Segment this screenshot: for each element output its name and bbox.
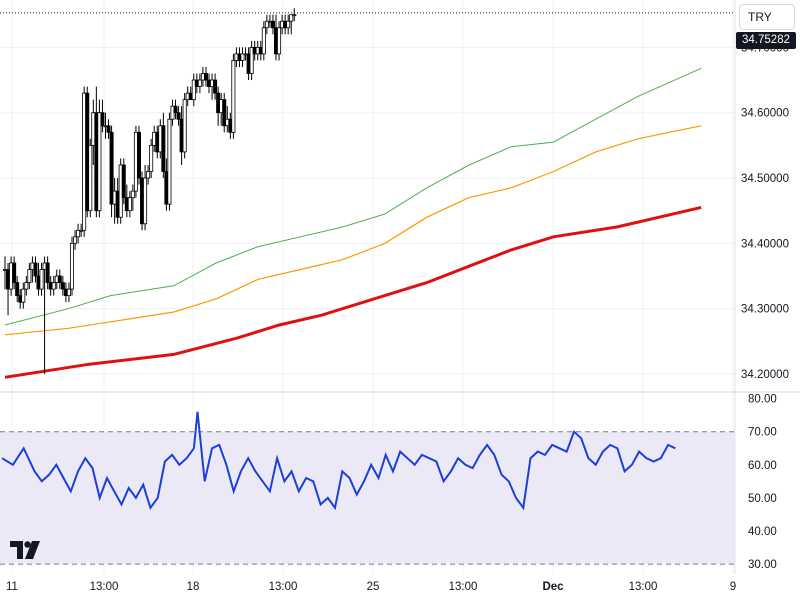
candle-body xyxy=(176,112,181,120)
last-price-value: 34.75282 xyxy=(742,34,790,46)
candle-body xyxy=(109,131,114,205)
candle-body xyxy=(21,288,26,303)
candle-body xyxy=(79,229,84,232)
rsi-line xyxy=(1,411,676,511)
candle-body xyxy=(88,144,93,212)
currency-label: TRY xyxy=(748,10,772,24)
rsi-band xyxy=(0,431,735,565)
candle-body xyxy=(39,269,44,290)
candle-body xyxy=(240,53,245,61)
candle-body xyxy=(191,79,196,101)
candle-body xyxy=(249,46,254,74)
candle-body xyxy=(66,288,71,297)
moving-average-line xyxy=(4,205,702,379)
moving-average-line xyxy=(4,67,702,326)
candle-body xyxy=(197,79,202,87)
price-tick-label: 34.20000 xyxy=(741,369,789,381)
time-axis: 11 13:00 18 13:00 25 13:00 Dec 13:00 9 xyxy=(6,581,736,593)
currency-selector[interactable]: TRY xyxy=(739,4,795,30)
price-tick-label: 34.30000 xyxy=(741,304,789,316)
candle-body xyxy=(100,112,105,127)
candle-body xyxy=(270,20,275,29)
time-tick-label: 13:00 xyxy=(449,581,478,593)
time-tick-label: Dec xyxy=(542,581,564,593)
candle-body xyxy=(231,60,236,133)
candle-body xyxy=(136,131,141,179)
candle-body xyxy=(27,269,32,283)
candle-body xyxy=(289,14,294,22)
candle-body xyxy=(127,197,132,212)
candle-body xyxy=(173,105,178,114)
candle-body xyxy=(146,171,151,179)
candle-body xyxy=(261,27,266,55)
price-tick-label: 34.60000 xyxy=(741,108,789,120)
candle-body xyxy=(203,73,208,81)
candle-body xyxy=(167,118,172,205)
candle-body xyxy=(69,242,74,290)
price-tick-label: 34.50000 xyxy=(741,173,789,185)
candles xyxy=(3,8,297,375)
candle-body xyxy=(12,262,17,283)
rsi-tick-label: 40.00 xyxy=(748,526,777,538)
rsi-tick-label: 80.00 xyxy=(748,394,777,406)
candle-body xyxy=(51,282,56,290)
candle-body xyxy=(57,275,62,283)
candle-body xyxy=(213,79,218,94)
candle-body xyxy=(121,164,126,199)
candle-body xyxy=(277,27,282,55)
tradingview-logo-icon xyxy=(10,541,40,559)
candle-body xyxy=(45,262,50,283)
candle-body xyxy=(33,262,38,277)
candle-body xyxy=(97,112,102,212)
candle-body xyxy=(106,125,111,133)
rsi-tick-label: 60.00 xyxy=(748,460,777,472)
candle-body xyxy=(15,282,20,297)
candle-body xyxy=(286,20,291,29)
candle-body xyxy=(161,125,166,172)
moving-average-line xyxy=(4,125,702,336)
time-tick-label: 13:00 xyxy=(90,581,119,593)
rsi-axis: 80.00 70.00 60.00 50.00 40.00 30.00 xyxy=(748,394,777,571)
price-tick-label: 34.40000 xyxy=(741,238,789,250)
candle-body xyxy=(149,144,154,172)
time-tick-label: 13:00 xyxy=(629,581,658,593)
candle-body xyxy=(143,177,148,225)
rsi-tick-label: 70.00 xyxy=(748,427,777,439)
candle-body xyxy=(264,20,269,29)
time-tick-label: 25 xyxy=(367,581,380,593)
time-tick-label: 11 xyxy=(6,581,18,593)
rsi-tick-label: 50.00 xyxy=(748,493,777,505)
candle-body xyxy=(222,99,227,127)
candle-body xyxy=(292,14,297,17)
price-axis: 34.7000034.6000034.5000034.4000034.30000… xyxy=(741,42,789,381)
last-price-tag: 34.75282 xyxy=(736,32,796,49)
time-tick-label: 9 xyxy=(730,581,736,593)
candle-body xyxy=(182,99,187,153)
candle-body xyxy=(60,282,65,290)
candle-body xyxy=(76,229,81,238)
candle-body xyxy=(130,190,135,199)
time-tick-label: 13:00 xyxy=(269,581,298,593)
rsi-tick-label: 30.00 xyxy=(748,559,777,571)
moving-averages xyxy=(4,67,702,379)
candle-body xyxy=(24,282,29,290)
candle-body xyxy=(73,236,78,244)
time-tick-label: 18 xyxy=(187,581,200,593)
